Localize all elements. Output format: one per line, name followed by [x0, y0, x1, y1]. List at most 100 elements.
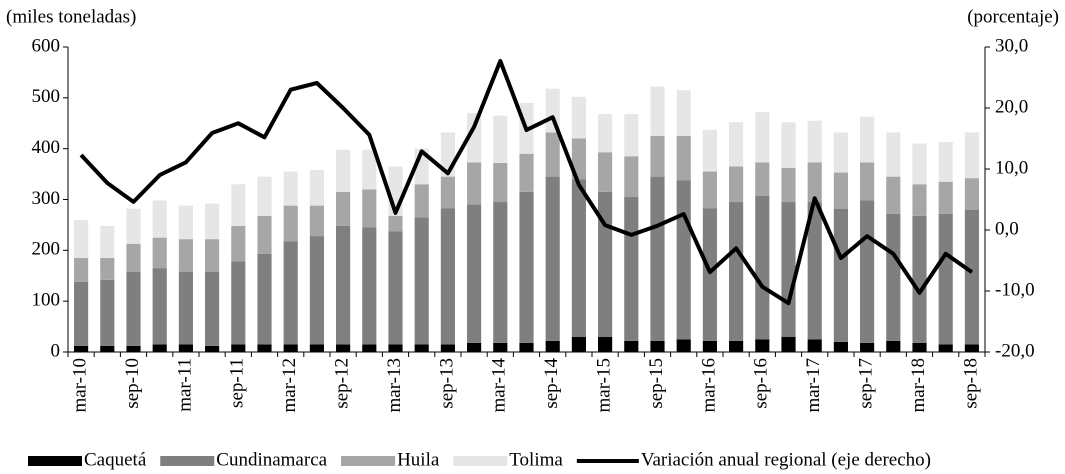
bar-segment: [833, 132, 848, 173]
x-tick-label: mar-11: [174, 358, 195, 412]
bar-segment: [388, 231, 403, 345]
legend-swatch: [28, 456, 82, 466]
bar-segment: [598, 336, 613, 352]
bar-segment: [205, 345, 220, 352]
legend-label: Variación anual regional (eje derecho): [641, 449, 931, 470]
x-tick-label: sep-15: [646, 358, 667, 409]
bar-segment: [467, 204, 482, 343]
bar-segment: [283, 205, 298, 242]
legend-swatch: [341, 456, 396, 466]
x-tick-label: sep-14: [541, 358, 562, 409]
y-tick-label: 400: [32, 137, 61, 158]
bar-segment: [126, 243, 141, 272]
legend-swatch: [160, 456, 215, 466]
bar-segment: [467, 342, 482, 352]
bar-segment: [545, 176, 560, 341]
legend-swatch: [453, 456, 508, 466]
bar-segment: [938, 181, 953, 214]
bar-segment: [336, 191, 351, 226]
bar-segment: [624, 114, 639, 157]
bar-segment: [964, 132, 979, 179]
bar-segment: [388, 215, 403, 232]
x-tick-label: sep-17: [855, 358, 876, 409]
bar-segment: [886, 340, 901, 352]
bar-segment: [231, 344, 246, 352]
bar-segment: [74, 345, 89, 352]
bar-segment: [100, 279, 115, 346]
bar-segment: [964, 344, 979, 352]
y-tick-label: 600: [32, 35, 61, 56]
bar-segment: [807, 202, 822, 340]
bar-segment: [205, 203, 220, 240]
bar-segment: [467, 162, 482, 205]
bar-segment: [257, 215, 272, 254]
bar-segment: [964, 209, 979, 345]
y2-tick-label: 30,0: [995, 35, 1028, 56]
y-tick-label: 300: [32, 188, 61, 209]
x-tick-label: mar-13: [384, 358, 405, 413]
bar-segment: [938, 344, 953, 352]
y2-tick-label: -20,0: [995, 340, 1035, 361]
bar-segment: [833, 172, 848, 209]
bar-segment: [257, 344, 272, 352]
x-tick-label: sep-12: [331, 358, 352, 409]
bar-segment: [912, 143, 927, 185]
bar-segment: [126, 271, 141, 346]
bar-segment: [676, 180, 691, 340]
bar-segment: [309, 205, 324, 237]
legend-label: Tolima: [509, 449, 563, 470]
x-tick-label: sep-10: [122, 358, 143, 409]
bar-segment: [414, 217, 429, 345]
y2-tick-label: -10,0: [995, 279, 1035, 300]
x-tick-label: mar-15: [593, 358, 614, 413]
bar-segment: [729, 122, 744, 167]
bar-segment: [676, 135, 691, 181]
bar-segment: [807, 120, 822, 163]
y2-tick-label: 0,0: [995, 218, 1019, 239]
bar-segment: [440, 344, 455, 352]
bar-segment: [257, 253, 272, 345]
x-tick-label: mar-17: [803, 358, 824, 413]
y-tick-label: 0: [51, 340, 61, 361]
y-tick-label: 100: [32, 290, 61, 311]
bar-segment: [362, 227, 377, 345]
bar-segment: [781, 167, 796, 203]
bar-segment: [650, 135, 665, 177]
bar-segment: [650, 340, 665, 352]
bar-segment: [152, 268, 167, 345]
bar-segment: [571, 138, 586, 180]
bar-segment: [309, 236, 324, 345]
x-tick-label: mar-18: [908, 358, 929, 413]
bar-segment: [283, 241, 298, 345]
bar-segment: [152, 200, 167, 238]
bar-segment: [414, 184, 429, 218]
bar-segment: [178, 239, 193, 272]
bar-segment: [309, 344, 324, 352]
bar-segment: [519, 191, 534, 343]
bar-segment: [205, 271, 220, 346]
bar-segment: [336, 225, 351, 345]
legend-label: Cundinamarca: [216, 449, 327, 470]
line-series: [79, 59, 974, 306]
bar-segment: [519, 342, 534, 352]
bar-segment: [860, 342, 875, 352]
bar-segment: [755, 112, 770, 163]
bar-segment: [467, 113, 482, 163]
legend-label: Caquetá: [84, 449, 147, 470]
y-axis-label: (miles toneladas): [6, 6, 136, 27]
bar-segment: [283, 344, 298, 352]
bar-segment: [231, 261, 246, 345]
bar-segment: [257, 176, 272, 216]
bar-segment: [571, 96, 586, 139]
bar-segment: [938, 213, 953, 345]
bar-segment: [676, 90, 691, 136]
bar-segment: [860, 116, 875, 163]
bar-segment: [886, 176, 901, 214]
y2-tick-label: 20,0: [995, 96, 1028, 117]
bar-segment: [860, 200, 875, 343]
bar-segment: [74, 219, 89, 258]
bar-segment: [362, 149, 377, 190]
bar-segment: [283, 171, 298, 206]
